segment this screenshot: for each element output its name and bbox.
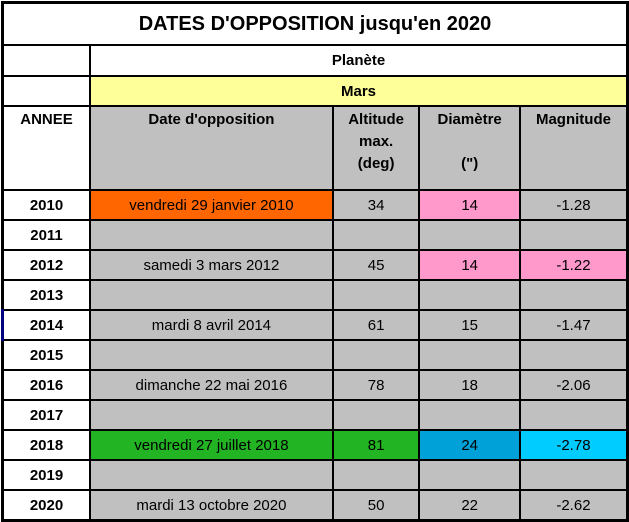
magnitude-cell-2016: -2.06 (518, 369, 629, 401)
table-row-2010: 2010 vendredi 29 janvier 2010 34 14 -1.2… (1, 189, 629, 221)
date-cell-2018: vendredi 27 juillet 2018 (89, 429, 334, 461)
diameter-cell-2015 (418, 339, 521, 371)
table-row-2020: 2020 mardi 13 octobre 2020 50 22 -2.62 (1, 489, 629, 522)
magnitude-cell-2013 (518, 279, 629, 311)
year-cell-2011: 2011 (1, 219, 92, 251)
altitude-cell-2013 (331, 279, 421, 311)
magnitude-cell-2018: -2.78 (518, 429, 629, 461)
planet-label-row: Planète (1, 44, 629, 77)
date-cell-2011 (89, 219, 334, 251)
year-cell-2019: 2019 (1, 459, 92, 491)
altitude-cell-2011 (331, 219, 421, 251)
date-cell-2016: dimanche 22 mai 2016 (89, 369, 334, 401)
header-annee: ANNEE (1, 105, 92, 191)
diameter-cell-2019 (418, 459, 521, 491)
magnitude-cell-2011 (518, 219, 629, 251)
year-cell-2015: 2015 (1, 339, 92, 371)
date-cell-2010: vendredi 29 janvier 2010 (89, 189, 334, 221)
magnitude-cell-2015 (518, 339, 629, 371)
altitude-cell-2020: 50 (331, 489, 421, 522)
table-row-2013: 2013 (1, 279, 629, 311)
table-row-2012: 2012 samedi 3 mars 2012 45 14 -1.22 (1, 249, 629, 281)
magnitude-cell-2017 (518, 399, 629, 431)
date-cell-2019 (89, 459, 334, 491)
table-row-2018: 2018 vendredi 27 juillet 2018 81 24 -2.7… (1, 429, 629, 461)
altitude-cell-2016: 78 (331, 369, 421, 401)
magnitude-cell-2010: -1.28 (518, 189, 629, 221)
diameter-cell-2013 (418, 279, 521, 311)
header-date: Date d'opposition (89, 105, 334, 191)
diameter-cell-2010: 14 (418, 189, 521, 221)
altitude-cell-2019 (331, 459, 421, 491)
date-cell-2012: samedi 3 mars 2012 (89, 249, 334, 281)
corner-cell-planet-name (1, 75, 92, 107)
year-cell-2013: 2013 (1, 279, 92, 311)
date-cell-2017 (89, 399, 334, 431)
year-cell-2016: 2016 (1, 369, 92, 401)
year-cell-2014: 2014 (1, 309, 92, 341)
diameter-cell-2012: 14 (418, 249, 521, 281)
diameter-cell-2018: 24 (418, 429, 521, 461)
year-cell-2018: 2018 (1, 429, 92, 461)
magnitude-cell-2014: -1.47 (518, 309, 629, 341)
table-row-2011: 2011 (1, 219, 629, 251)
header-diameter: Diamètre (") (418, 105, 521, 191)
date-cell-2013 (89, 279, 334, 311)
altitude-cell-2015 (331, 339, 421, 371)
diameter-cell-2014: 15 (418, 309, 521, 341)
table-row-2015: 2015 (1, 339, 629, 371)
header-altitude: Altitude max. (deg) (331, 105, 421, 191)
diameter-cell-2011 (418, 219, 521, 251)
planet-label: Planète (89, 44, 629, 77)
diameter-cell-2017 (418, 399, 521, 431)
altitude-cell-2018: 81 (331, 429, 421, 461)
date-cell-2020: mardi 13 octobre 2020 (89, 489, 334, 522)
header-magnitude: Magnitude (518, 105, 629, 191)
date-cell-2014: mardi 8 avril 2014 (89, 309, 334, 341)
date-cell-2015 (89, 339, 334, 371)
magnitude-cell-2020: -2.62 (518, 489, 629, 522)
table-row-2019: 2019 (1, 459, 629, 491)
year-cell-2020: 2020 (1, 489, 92, 522)
corner-cell-planet-label (1, 44, 92, 77)
table-row-2017: 2017 (1, 399, 629, 431)
year-cell-2012: 2012 (1, 249, 92, 281)
altitude-cell-2012: 45 (331, 249, 421, 281)
page-title: DATES D'OPPOSITION jusqu'en 2020 (1, 1, 629, 46)
header-row: ANNEE Date d'opposition Altitude max. (d… (1, 105, 629, 191)
altitude-cell-2010: 34 (331, 189, 421, 221)
planet-name-row: Mars (1, 75, 629, 107)
table-row-2014: 2014 mardi 8 avril 2014 61 15 -1.47 (1, 309, 629, 341)
table-row-2016: 2016 dimanche 22 mai 2016 78 18 -2.06 (1, 369, 629, 401)
altitude-cell-2017 (331, 399, 421, 431)
diameter-cell-2020: 22 (418, 489, 521, 522)
magnitude-cell-2019 (518, 459, 629, 491)
altitude-cell-2014: 61 (331, 309, 421, 341)
year-cell-2010: 2010 (1, 189, 92, 221)
year-cell-2017: 2017 (1, 399, 92, 431)
title-row: DATES D'OPPOSITION jusqu'en 2020 (1, 1, 629, 46)
magnitude-cell-2012: -1.22 (518, 249, 629, 281)
planet-name: Mars (89, 75, 629, 107)
diameter-cell-2016: 18 (418, 369, 521, 401)
